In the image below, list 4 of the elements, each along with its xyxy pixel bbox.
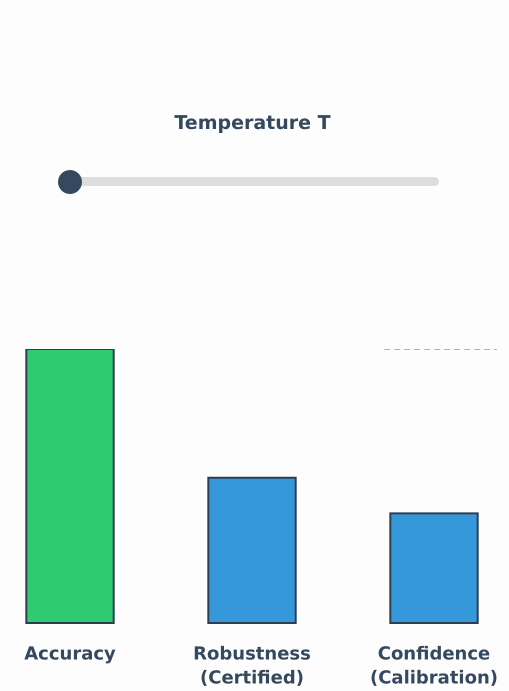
x-tick-label: Accuracy [24,644,116,664]
x-tick-label: Confidence (Calibration) [370,644,498,688]
x-tick-label: Robustness (Certified) [193,644,311,688]
chart-title: Temperature T [173,112,332,134]
